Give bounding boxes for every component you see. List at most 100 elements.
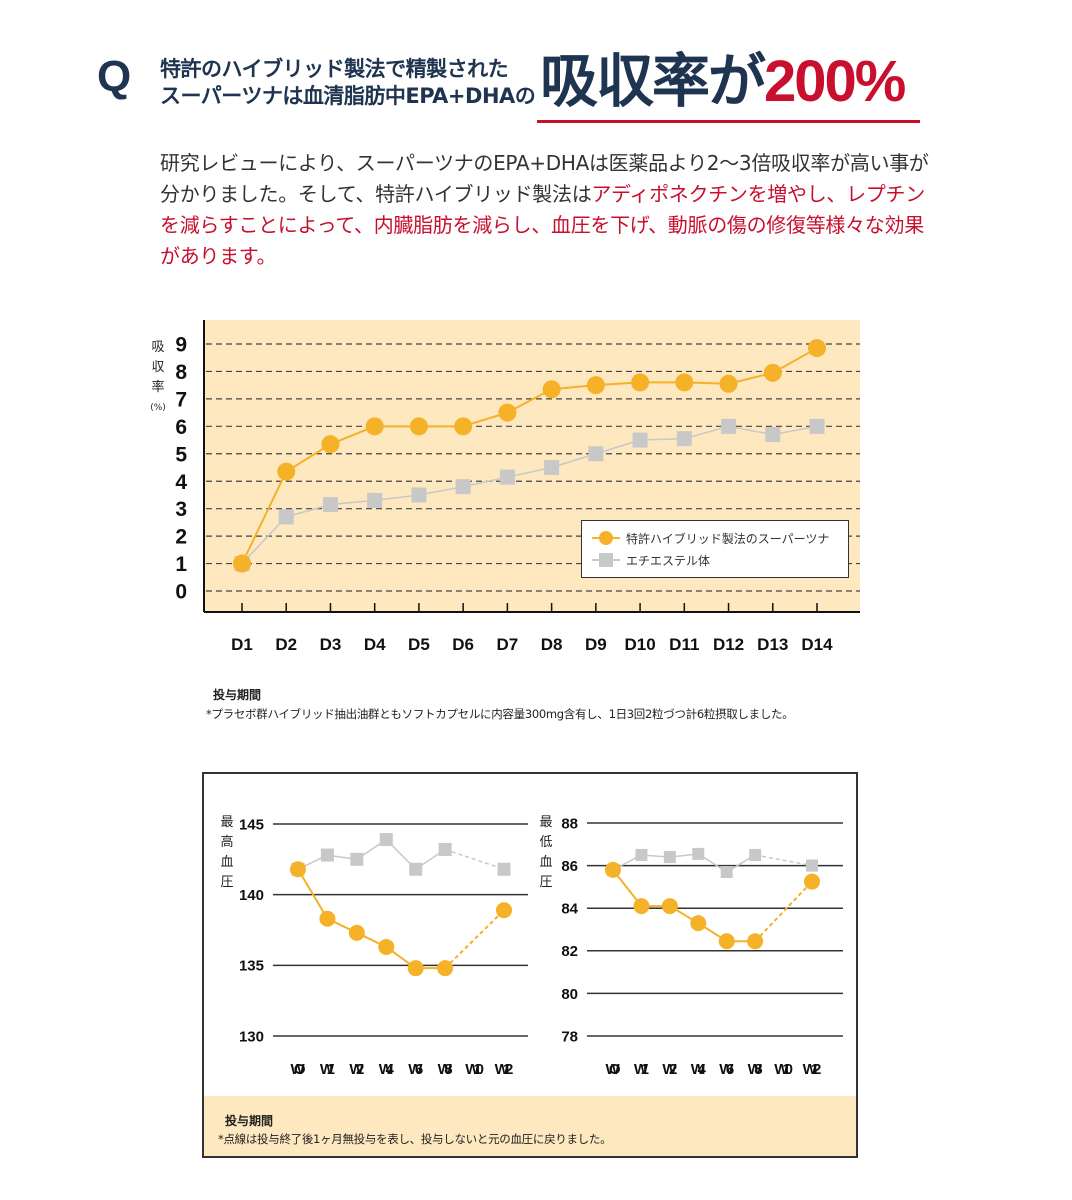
data-point-square xyxy=(497,862,511,876)
x-tick-label: W10 xyxy=(465,1061,484,1078)
data-point-circle xyxy=(747,933,764,950)
data-point-square xyxy=(809,418,825,434)
x-tick-label: W2 xyxy=(662,1061,677,1078)
data-point-circle xyxy=(321,435,340,454)
headline-text: 特許のハイブリッド製法で精製された スーパーツナは血清脂肪中EPA+DHAの xyxy=(160,56,536,110)
data-point-circle xyxy=(808,339,826,358)
data-point-square xyxy=(438,842,452,856)
data-point-square xyxy=(544,460,560,475)
legend-item-ethyl-ester: エチエステル体 xyxy=(582,549,848,571)
y-tick-label: 130 xyxy=(239,1028,264,1045)
chart-absorption: 0 1 2 3 4 5 6 7 8 9 D1 D2 D3 D4 D5 D6 D7 D8 D9 D10 D11 D12 D13… xyxy=(175,320,860,654)
x-tick-label: D3 xyxy=(320,635,342,654)
y-tick-label: 145 xyxy=(239,816,264,833)
series-line-segment xyxy=(241,471,288,564)
x-tick-label: W4 xyxy=(691,1061,707,1078)
data-point-circle xyxy=(454,417,473,436)
data-point-circle xyxy=(542,380,561,399)
y-tick-label: 0 xyxy=(175,581,187,604)
data-point-circle xyxy=(437,960,454,977)
data-point-circle xyxy=(498,403,517,422)
data-point-circle xyxy=(719,374,738,393)
headline-line-1: 特許のハイブリッド製法で精製された xyxy=(160,57,509,81)
ylabel-char: 血 xyxy=(220,855,234,870)
ylabel-char: 収 xyxy=(151,360,165,375)
x-tick-label: D9 xyxy=(585,635,607,654)
headline-big: 吸収率が200% xyxy=(540,46,906,117)
x-tick-label: W1 xyxy=(320,1061,335,1078)
x-tick-label: D6 xyxy=(452,635,474,654)
intro-highlight: アディポネクチンを増やし、レプチンを減らすことによって、内臓脂肪を減らし、血圧を… xyxy=(160,182,925,268)
y-tick-label: 135 xyxy=(239,958,264,975)
y-tick-label: 7 xyxy=(175,388,187,411)
x-tick-label: W8 xyxy=(438,1061,453,1078)
data-point-square xyxy=(663,851,676,864)
data-point-square xyxy=(765,427,781,443)
series-line-segment xyxy=(444,909,505,969)
y-tick-label: 78 xyxy=(561,1028,578,1045)
x-tick-label: WO xyxy=(291,1061,306,1078)
data-point-circle xyxy=(365,417,384,436)
chart-systolic: 130 135 140 145 WO W1 W2 W4 W6 W8 W10 W12 xyxy=(239,816,528,1078)
data-point-circle xyxy=(233,554,251,573)
data-point-square xyxy=(588,446,604,462)
data-point-circle xyxy=(407,960,424,977)
ylabel-char: 吸 xyxy=(151,340,165,355)
data-point-circle xyxy=(718,933,735,950)
headline-big-prefix: 吸収率が xyxy=(540,47,766,115)
x-tick-label: D7 xyxy=(497,635,519,654)
data-point-circle xyxy=(409,417,428,436)
data-point-circle xyxy=(675,373,694,392)
x-tick-label: D4 xyxy=(364,635,386,654)
data-point-square xyxy=(379,833,393,847)
y-tick-label: 88 xyxy=(561,815,578,832)
x-tick-label: WO xyxy=(606,1061,621,1078)
y-tick-label: 86 xyxy=(561,858,578,875)
bp-chart-box xyxy=(202,772,858,1158)
y-tick-label: 84 xyxy=(561,901,578,918)
data-point-square xyxy=(322,497,338,513)
data-point-square xyxy=(632,432,648,448)
ylabel-char: 低 xyxy=(539,835,553,850)
chart-legend: 特許ハイブリッド製法のスーパーツナ エチエステル体 xyxy=(581,520,849,578)
y-tick-label: 3 xyxy=(175,498,187,521)
data-point-circle xyxy=(804,873,820,890)
ylabel-unit: (%) xyxy=(150,403,166,413)
data-point-square xyxy=(409,862,423,876)
y-tick-label: 8 xyxy=(175,361,187,384)
y-tick-label: 6 xyxy=(175,416,187,439)
data-point-square xyxy=(320,848,334,862)
x-tick-label: D10 xyxy=(624,635,655,654)
y-tick-label: 1 xyxy=(175,553,187,576)
y-tick-label: 4 xyxy=(175,471,187,494)
q-mark: Q xyxy=(97,52,132,101)
ylabel-char: 圧 xyxy=(220,875,234,890)
data-point-square xyxy=(806,859,818,872)
x-tick-label: D12 xyxy=(713,635,744,654)
x-tick-label: W6 xyxy=(408,1061,423,1078)
data-point-square xyxy=(411,487,427,503)
series-line-segment xyxy=(755,854,813,867)
intro-plain: 研究レビューにより、スーパーツナのEPA+DHAは医薬品より2〜3倍吸収率が高い… xyxy=(160,151,929,206)
data-point-square xyxy=(720,865,733,878)
y-tick-label: 9 xyxy=(175,334,187,357)
absorption-note: *プラセボ群ハイブリッド抽出油群ともソフトカプセルに内容量300mg含有し、1日… xyxy=(206,707,794,721)
bp-note-title: 投与期間 xyxy=(225,1114,274,1128)
y-tick-label: 140 xyxy=(239,887,264,904)
series-line-segment xyxy=(444,848,505,870)
ylabel-char: 圧 xyxy=(539,875,553,890)
y-tick-label: 82 xyxy=(561,943,578,960)
data-point-circle xyxy=(690,915,707,932)
data-point-circle xyxy=(631,373,650,392)
diastolic-ylabel: 最 低 血 圧 xyxy=(538,813,554,893)
data-point-circle xyxy=(605,861,621,878)
data-point-square xyxy=(367,492,383,508)
x-tick-label: D2 xyxy=(275,635,297,654)
absorption-ylabel: 吸 収 率 (%) xyxy=(150,338,166,418)
data-point-square xyxy=(749,848,762,861)
data-point-circle xyxy=(763,363,782,382)
legend-square-marker-icon xyxy=(592,553,620,567)
y-tick-label: 2 xyxy=(175,526,187,549)
x-tick-label: W1 xyxy=(634,1061,649,1078)
